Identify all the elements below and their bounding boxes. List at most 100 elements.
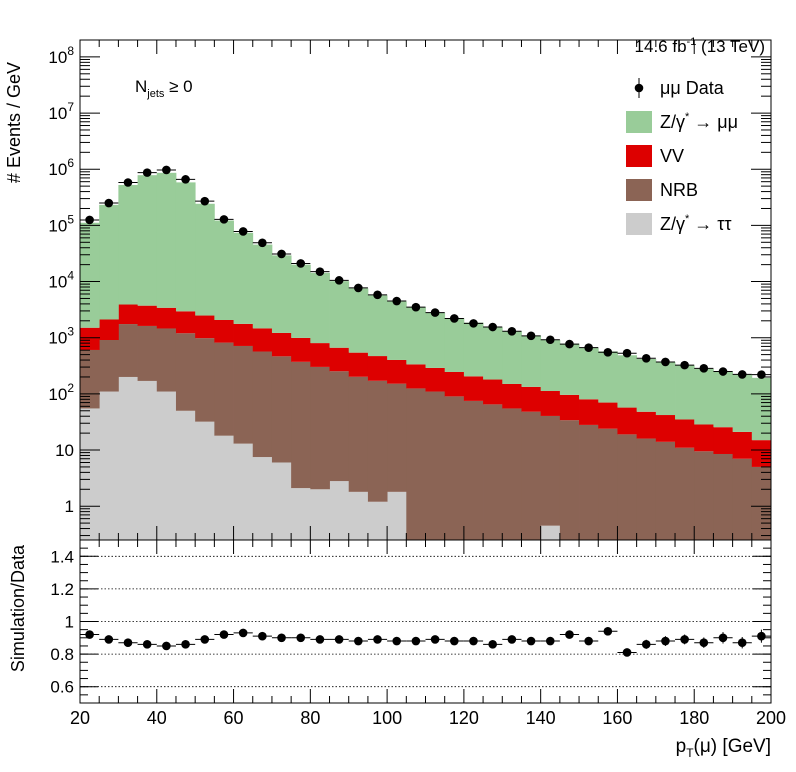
bar-zmm-10 <box>271 255 292 333</box>
legend-rest: → ττ <box>689 214 731 234</box>
top-ytick-label-1: 10 <box>55 441 74 460</box>
bar-ztt-15 <box>367 501 388 540</box>
top-ytick-label-2: 102 <box>48 381 74 404</box>
ratio-point-11 <box>296 633 306 643</box>
ytick-exponent: 4 <box>67 269 74 283</box>
data-point-12 <box>315 267 325 276</box>
bar-zmm-20 <box>463 322 484 377</box>
data-point-11 <box>296 259 306 268</box>
bar-zmm-12 <box>310 272 330 344</box>
bar-zmm-29 <box>636 358 657 412</box>
bar-zmm-25 <box>559 343 580 395</box>
bar-zmm-5 <box>175 182 196 312</box>
data-point-18 <box>430 308 440 317</box>
top-ytick-label-0: 1 <box>65 497 74 516</box>
ratio-point-28 <box>622 648 632 657</box>
bar-ztt-16 <box>387 491 407 540</box>
ratio-point-9 <box>258 631 267 641</box>
bar-ztt-14 <box>348 491 369 540</box>
bar-ztt-8 <box>233 443 254 540</box>
legend-sup: * <box>685 213 690 225</box>
bar-vv-25 <box>559 394 580 421</box>
ratio-point-22 <box>507 635 517 644</box>
ratio-point-25 <box>565 630 574 639</box>
bar-zmm-15 <box>367 295 388 357</box>
data-point-29 <box>641 353 651 363</box>
x-tick-label-0: 20 <box>70 708 90 728</box>
data-point-31 <box>680 360 689 370</box>
bar-ztt-4 <box>156 391 177 540</box>
legend-rest: → μμ <box>689 112 738 132</box>
x-tick-label-2: 60 <box>224 708 244 728</box>
legend-label-nrb: NRB <box>660 180 698 200</box>
legend-label-ztt: Z/γ* → ττ <box>660 213 732 234</box>
legend-swatch-ztt <box>626 213 652 235</box>
data-point-13 <box>334 276 344 285</box>
bar-vv-16 <box>387 359 407 384</box>
ytick-base: 10 <box>48 48 67 67</box>
legend-swatch-vv <box>626 145 652 167</box>
legend-text: VV <box>660 146 684 166</box>
ratio-point-14 <box>354 636 363 646</box>
ratio-point-31 <box>680 635 689 644</box>
ratio-point-2 <box>123 638 133 647</box>
ytick-base: 10 <box>48 273 67 292</box>
bar-vv-1 <box>99 319 119 341</box>
bar-zmm-11 <box>291 264 311 338</box>
bar-ztt-9 <box>252 457 273 540</box>
ytick-exponent: 3 <box>67 325 74 339</box>
ratio-point-6 <box>200 635 210 644</box>
bar-zmm-3 <box>137 175 158 306</box>
bar-zmm-26 <box>579 347 599 400</box>
bar-vv-7 <box>214 319 234 343</box>
x-tick-label-4: 100 <box>372 708 402 728</box>
bar-zmm-34 <box>732 374 753 432</box>
ratio-point-23 <box>526 636 536 646</box>
ratio-point-30 <box>661 636 670 646</box>
ratio-ytick-label-3: 1.2 <box>50 580 74 599</box>
bar-ztt-6 <box>195 421 215 540</box>
top-ytick-label-7: 107 <box>48 100 74 123</box>
ratio-point-29 <box>641 640 651 649</box>
bar-nrb-25 <box>559 420 580 540</box>
bar-zmm-19 <box>444 317 465 372</box>
data-point-17 <box>411 302 421 312</box>
bar-nrb-14 <box>348 376 369 492</box>
ratio-axes: 0.6 0.8 1 1.2 1.4 20 40 60 80 100 120 140 160 180 200 <box>50 539 786 728</box>
x-axis-title: pT(μ) [GeV] <box>676 736 771 760</box>
bar-ztt-13 <box>329 481 350 540</box>
ytick-base: 10 <box>48 104 67 123</box>
bar-nrb-2 <box>118 324 138 377</box>
ytick-base: 10 <box>48 329 67 348</box>
ratio-point-24 <box>545 636 555 646</box>
data-point-8 <box>238 227 248 236</box>
bar-zmm-30 <box>655 362 676 416</box>
ratio-point-34 <box>737 638 747 647</box>
data-point-22 <box>507 327 517 336</box>
ratio-point-3 <box>142 640 152 649</box>
y-axis-title-top: # Events / GeV <box>4 62 24 183</box>
x-tick-label-6: 140 <box>526 708 556 728</box>
legend-label-data: μμ Data <box>660 78 725 98</box>
bar-nrb-19 <box>444 396 465 540</box>
bar-nrb-12 <box>310 366 330 490</box>
bar-vv-32 <box>694 424 714 452</box>
ratio-ytick-label-1: 0.8 <box>50 645 74 664</box>
bar-vv-33 <box>713 427 734 454</box>
bar-zmm-6 <box>195 203 215 316</box>
bar-vv-21 <box>483 379 503 405</box>
data-point-35 <box>757 370 766 379</box>
bar-zmm-35 <box>751 377 772 441</box>
data-point-30 <box>661 357 670 367</box>
data-point-10 <box>277 249 286 259</box>
ratio-point-33 <box>718 633 728 643</box>
data-point-3 <box>142 168 152 177</box>
bar-zmm-31 <box>675 365 695 420</box>
bar-nrb-34 <box>732 458 753 540</box>
ratio-point-7 <box>219 630 229 639</box>
bar-vv-20 <box>463 376 484 401</box>
ytick-exponent: 7 <box>67 100 74 114</box>
bar-nrb-24 <box>540 415 561 526</box>
bar-zmm-0 <box>80 222 100 328</box>
